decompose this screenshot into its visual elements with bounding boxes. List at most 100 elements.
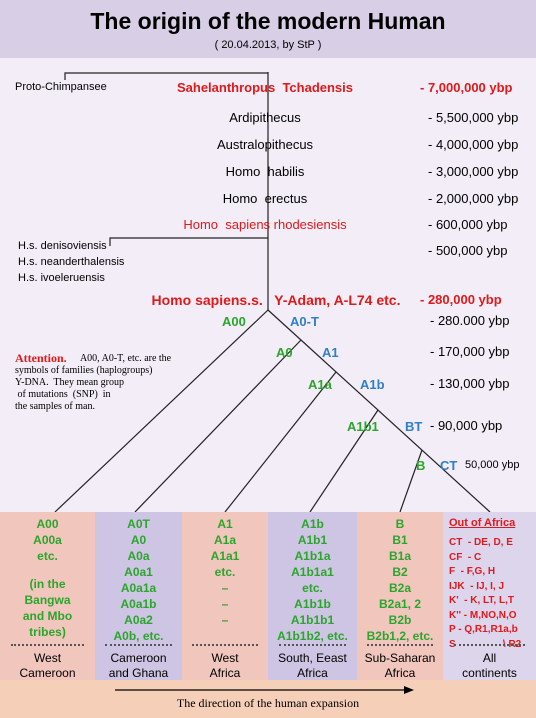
haplogroup-entry: A0b, etc. [113,629,164,643]
date-label: - 280,000 ybp [420,292,502,307]
haplogroup-right: A1 [322,345,339,360]
haplogroup-right: CT [440,458,458,473]
haplogroup-entry: A1b1b1 [290,613,335,627]
haplogroup-entry: A1a [213,533,236,547]
attention-text: the samples of man. [15,401,95,412]
haplogroup-entry: – [221,613,229,627]
haplogroup-entry: etc. [302,581,323,595]
haplogroup-entry: A0a2 [124,613,153,627]
date-label: - 600,000 ybp [428,217,508,232]
haplogroup-left: A0 [276,345,293,360]
subtitle: ( 20.04.2013, by StP ) [214,39,322,51]
haplogroup-entry: K'' - M,NO,N,O [449,609,517,621]
haplogroup-entry: A1b1b [294,597,331,611]
region-name: Africa [384,666,416,680]
haplogroup-entry: A0a1 [124,565,153,579]
region-column: A1b A1b1 A1b1a A1b1a1 etc. A1b1b A1b1b1 A1b1b2,… [268,512,358,680]
attention-text: A00, A0-T, etc. are the [78,353,172,364]
haplogroup-right: A1b [360,377,385,392]
separator [278,644,347,646]
date-label: - 90,000 ybp [430,418,503,433]
species-label: Homo erectus [222,191,308,206]
haplogroup-entry: B1 [392,533,408,547]
haplogroup-entry: B2 [392,565,408,579]
attention-text: of mutations (SNP) in [15,389,111,400]
footer-text: The direction of the human expansion [176,696,360,710]
title-banner [0,0,536,58]
region-name: West [33,651,62,665]
species-label: Ardipithecus [229,110,301,125]
out-of-africa-title: Out of Africa [449,517,516,529]
haplogroup-left: B [416,458,426,473]
haplogroup-left: A1b1 [347,419,379,434]
haplogroup-entry: – [221,597,229,611]
haplogroup-entry: A00 [36,517,59,531]
haplogroup-entry: A0a [127,549,150,563]
date-label: - 7,000,000 ybp [420,80,513,95]
haplogroup-entry: – [221,581,229,595]
haplogroup-left: A00 [222,314,246,329]
date-label: - 3,000,000 ybp [428,164,519,179]
separator [454,644,525,646]
haplogroup-entry: F - F,G, H [449,566,496,577]
haplogroup-right: A0-T [290,314,319,329]
date-label: - 130,000 ybp [430,376,510,391]
haplogroup-entry: A0a1a [120,581,157,595]
tribe-note: and Mbo [22,609,73,623]
haplogroup-entry: etc. [214,565,236,579]
date-label: - 5,500,000 ybp [428,110,519,125]
species-label: Homo sapiens.s. Y-Adam, A-L74 etc. [151,292,401,308]
title: The origin of the modern Human [90,8,446,34]
haplogroup-entry: CF - C [449,551,482,563]
region-name: Africa [209,666,241,680]
separator [367,644,433,646]
region-column: A00 A00a etc. (in the Bangwa and Mbo tribes) We… [0,512,96,680]
haplogroup-entry: A1b1a1 [291,565,334,579]
tribe-note: tribes) [29,625,66,639]
region-column: A0T A0 A0a A0a1 A0a1a A0a1b A0a2 A0b, etc. Camer… [95,512,183,680]
haplogroup-entry: A0T [127,517,150,531]
region-name: Cameroon [110,651,167,665]
haplogroup-entry: B2a1, 2 [378,597,422,611]
haplogroup-left: A1a [308,377,332,392]
haplogroup-entry: K' - K, LT, L,T [449,595,514,606]
haplogroup-entry: P - Q,R1,R1a,b [449,624,518,635]
haplogroup-entry: B2b1,2, etc. [366,629,434,643]
attention-text: Y-DNA. They mean group [15,377,124,388]
region-name: All [482,651,497,665]
region-name: and Ghana [108,666,169,680]
region-column: B B1 B1a B2 B2a B2a1, 2 B2b B2b1,2, etc. Sub-Sah… [357,512,444,680]
region-column: Out of Africa CT - DE, D, E CF - C F - F,G,… [443,512,536,680]
region-name: South, Eeast [278,651,347,665]
footer-band [0,680,536,718]
haplogroup-entry: A0 [130,533,147,547]
haplogroup-entry: IJK - IJ, I, J [449,580,505,592]
archaic-name: H.s. neanderthalensis [18,256,125,268]
archaic-name: H.s. denisoviensis [18,240,107,252]
haplogroup-entry: etc. [37,549,58,563]
date-label: - 2,000,000 ybp [428,191,519,206]
species-label: Sahelanthropus Tchadensis [176,80,354,95]
haplogroup-entry: B [395,517,405,531]
attention-lead: Attention. [15,351,67,365]
species-label: Australopithecus [216,137,314,152]
date-label: 50,000 ybp [465,459,520,471]
expansion-arrow [115,686,414,694]
region-name: Sub-Saharan [364,651,436,665]
date-label: - 280.000 ybp [430,313,510,328]
region-name: West [211,651,239,665]
tribe-note: (in the [29,577,66,591]
haplogroup-entry: A1b1a [294,549,331,563]
haplogroup-entry: B2b [388,613,412,627]
date-label: - 170,000 ybp [430,344,510,359]
haplogroup-entry: A1 [217,517,233,531]
haplogroup-entry: B2a [388,581,411,595]
haplogroup-entry: A1b1b2, etc. [277,629,348,643]
region-name: Africa [297,666,328,680]
region-name: continents [462,666,517,680]
attention-text: symbols of families (haplogroups) [15,365,153,376]
haplogroup-entry: A00a [33,533,62,547]
haplogroup-right: BT [405,419,423,434]
